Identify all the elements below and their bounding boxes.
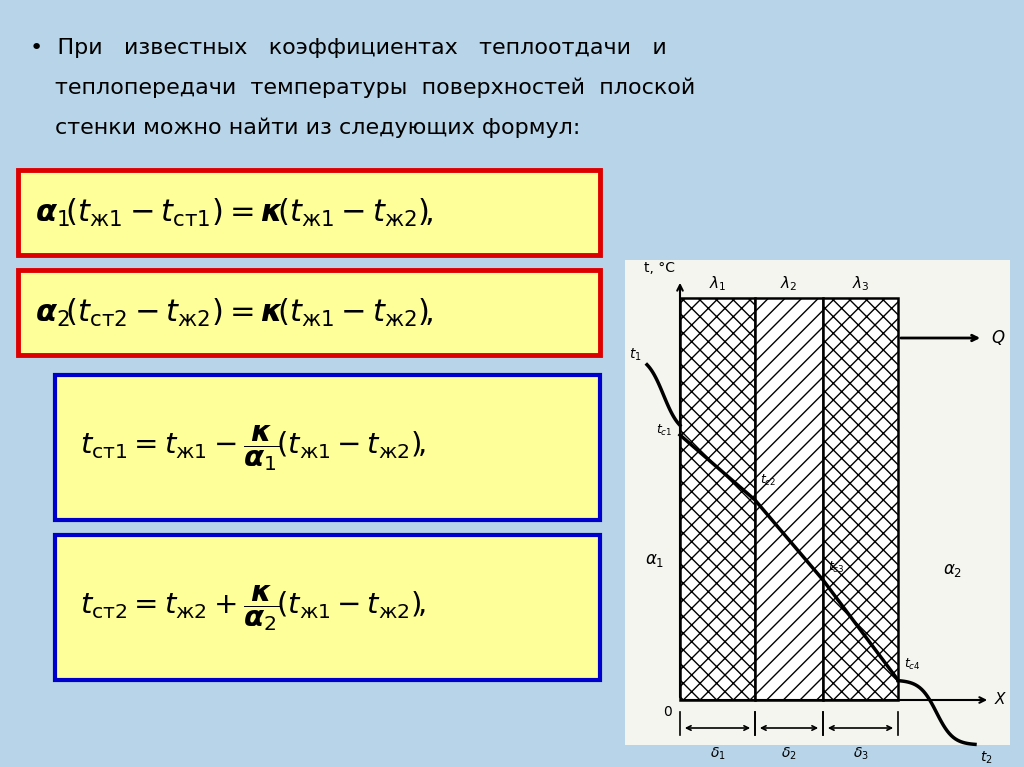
Bar xyxy=(18,170,600,255)
Text: $\boldsymbol{\alpha}_2\!\left(t_{\mathit{\text{ст2}}}-t_{\mathit{\text{ж2}}}\rig: $\boldsymbol{\alpha}_2\!\left(t_{\mathit… xyxy=(35,297,433,329)
Text: $t_1$: $t_1$ xyxy=(630,347,642,364)
Text: $t_{\mathit{\text{ст1}}}=t_{\mathit{\text{ж1}}}-\dfrac{\boldsymbol{\kappa}}{\bol: $t_{\mathit{\text{ст1}}}=t_{\mathit{\tex… xyxy=(80,423,426,473)
Text: $t_{\mathit{\text{ст2}}}=t_{\mathit{\text{ж2}}}+\dfrac{\boldsymbol{\kappa}}{\bol: $t_{\mathit{\text{ст2}}}=t_{\mathit{\tex… xyxy=(80,583,426,633)
Bar xyxy=(55,375,600,520)
Text: $t_2$: $t_2$ xyxy=(980,750,992,766)
Bar xyxy=(755,298,823,700)
Text: 0: 0 xyxy=(664,705,672,719)
Text: $t_{c2}$: $t_{c2}$ xyxy=(760,473,776,488)
Text: $\delta_1$: $\delta_1$ xyxy=(710,746,725,762)
Text: $\delta_2$: $\delta_2$ xyxy=(781,746,797,762)
Text: $\alpha_2$: $\alpha_2$ xyxy=(943,561,963,579)
Text: теплопередачи  температуры  поверхностей  плоской: теплопередачи температуры поверхностей п… xyxy=(55,78,695,98)
Text: t, °C: t, °C xyxy=(644,261,675,275)
Text: Q: Q xyxy=(991,329,1005,347)
Text: $t_{c3}$: $t_{c3}$ xyxy=(828,560,845,575)
Text: •  При   известных   коэффициентах   теплоотдачи   и: • При известных коэффициентах теплоотдач… xyxy=(30,38,667,58)
Text: $\boldsymbol{\alpha}_1\!\left(t_{\mathit{\text{ж1}}}-t_{\mathit{\text{ст1}}}\rig: $\boldsymbol{\alpha}_1\!\left(t_{\mathit… xyxy=(35,197,433,229)
Text: $\lambda_3$: $\lambda_3$ xyxy=(852,275,869,293)
Bar xyxy=(680,298,755,700)
Bar xyxy=(823,298,898,700)
Bar xyxy=(625,260,1010,745)
Text: $t_{c1}$: $t_{c1}$ xyxy=(655,423,672,437)
Text: X: X xyxy=(995,693,1006,707)
Text: $\lambda_1$: $\lambda_1$ xyxy=(709,275,726,293)
Text: $\lambda_2$: $\lambda_2$ xyxy=(780,275,798,293)
Text: $\delta_3$: $\delta_3$ xyxy=(853,746,868,762)
Text: $\alpha_1$: $\alpha_1$ xyxy=(645,551,665,569)
Bar xyxy=(18,270,600,355)
Text: стенки можно найти из следующих формул:: стенки можно найти из следующих формул: xyxy=(55,118,581,139)
Bar xyxy=(55,535,600,680)
Text: $t_{c4}$: $t_{c4}$ xyxy=(904,657,921,672)
